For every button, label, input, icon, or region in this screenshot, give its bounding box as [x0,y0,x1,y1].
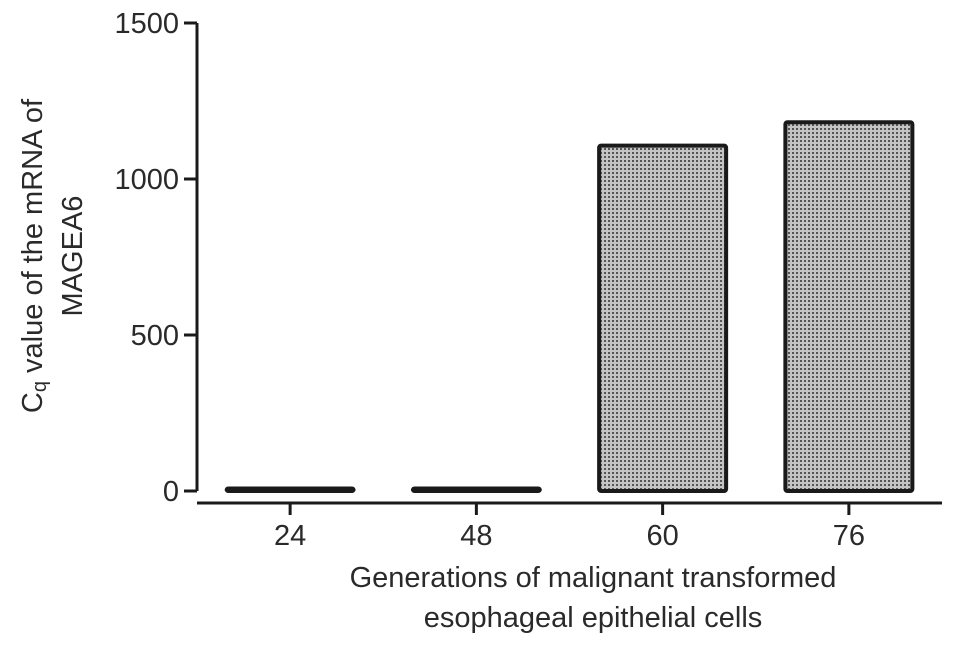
x-axis-label: Generations of malignant transformed [350,562,837,594]
y-tick-label: 500 [131,320,179,352]
x-tick-label: 60 [646,520,678,552]
x-tick-label: 24 [274,520,306,552]
axes: 0 500 1000 1500 24 48 60 76 [114,8,942,552]
y-axis-label: Cq value of the mRNA of [17,98,51,413]
bar-76 [783,120,915,493]
x-axis-label-line2: esophageal epithelial cells [424,602,763,634]
bar-48 [410,486,542,493]
bar-60 [597,143,729,493]
y-tick-label: 1000 [114,164,179,196]
bar-24 [224,486,356,493]
bars [224,120,915,493]
x-tick-label: 76 [833,520,865,552]
y-tick-label: 0 [163,476,179,508]
axis-labels: Cq value of the mRNA of MAGEA6 Generatio… [17,98,836,634]
x-tick-label: 48 [460,520,492,552]
y-tick-label: 1500 [114,8,179,40]
y-axis-label-line2: MAGEA6 [57,196,89,317]
